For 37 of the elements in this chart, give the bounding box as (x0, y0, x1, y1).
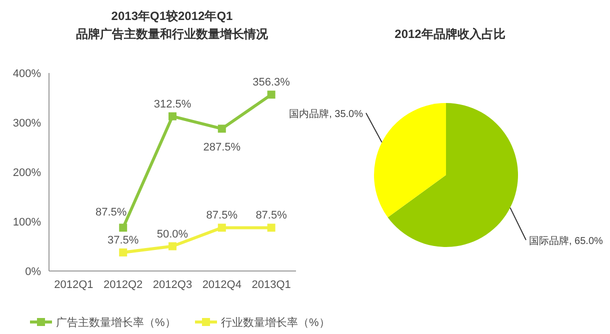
slice-label: 国内品牌 (289, 108, 330, 120)
data-label: 287.5% (203, 142, 241, 154)
legend-label: 行业数量增长率（%） (221, 316, 330, 329)
chart-title: 2013年Q1较2012年Q1 (111, 9, 234, 23)
point (267, 224, 276, 232)
x-tick-label: 2012Q4 (202, 279, 242, 291)
y-tick-label: 100% (12, 216, 42, 228)
chart-subtitle: 品牌广告主数量和行业数量增长情况 (76, 27, 269, 41)
point (168, 242, 176, 250)
point (218, 124, 226, 133)
point (119, 248, 128, 256)
point (218, 224, 226, 232)
data-label: 87.5% (256, 210, 288, 222)
y-tick-label: 200% (12, 167, 42, 179)
data-label: 356.3% (252, 76, 290, 89)
pie-slice (388, 103, 518, 247)
y-tick-label: 300% (12, 118, 42, 130)
x-tick-label: 2012Q3 (152, 279, 192, 291)
chart-title: 2012年品牌收入占比 (394, 27, 506, 41)
x-tick-label: 2012Q2 (104, 279, 143, 291)
x-tick-label: 2012Q1 (54, 279, 94, 291)
point (168, 112, 176, 120)
data-label: 50.0% (156, 228, 188, 240)
legend-label: 广告主数量增长率（%） (56, 316, 176, 329)
pie-slice (374, 103, 446, 218)
point (119, 224, 128, 232)
point (267, 90, 276, 99)
data-label: , 65.0% (569, 236, 604, 247)
data-label: 87.5% (206, 210, 238, 222)
data-label: 37.5% (108, 234, 139, 246)
data-label: 312.5% (154, 98, 192, 110)
y-tick-label: 0% (25, 266, 42, 278)
x-tick-label: 2013Q1 (252, 279, 291, 291)
data-label: 87.5% (96, 206, 127, 219)
y-tick-label: 400% (12, 68, 42, 80)
data-label: , 35.0% (329, 109, 364, 120)
slice-label: 国际品牌 (529, 235, 569, 247)
